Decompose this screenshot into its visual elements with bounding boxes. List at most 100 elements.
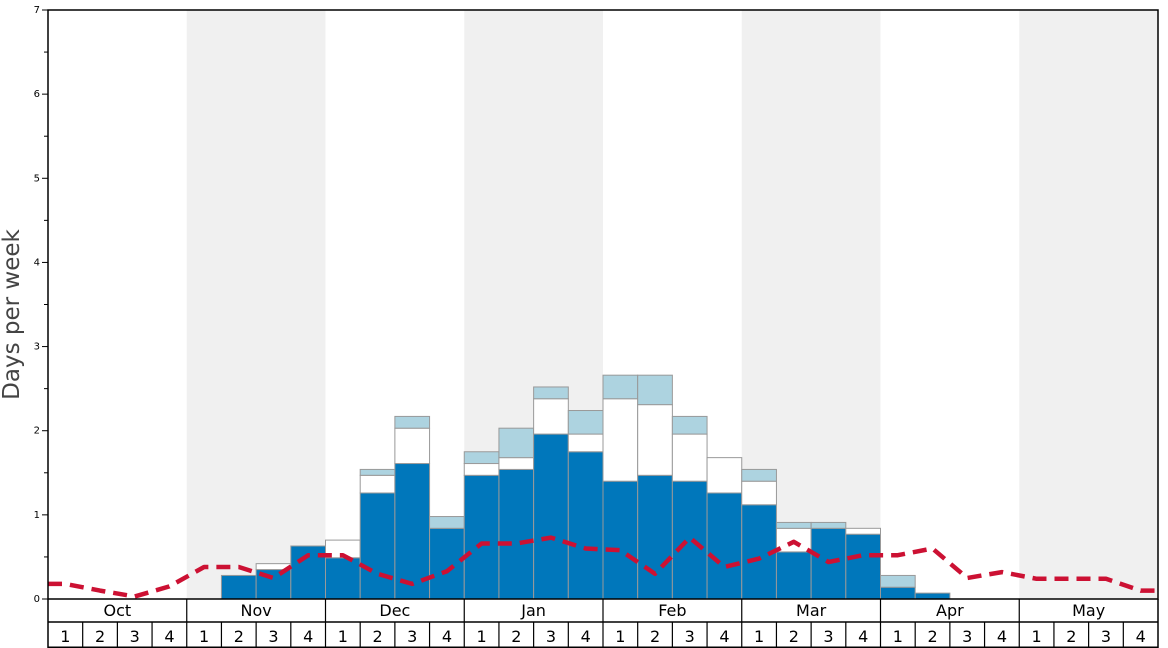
bar-segment — [533, 398, 569, 435]
week-label: 3 — [823, 627, 833, 646]
bar-segment — [359, 492, 396, 600]
bar-segment — [463, 463, 500, 476]
month-band — [880, 10, 1020, 599]
week-label: 3 — [268, 627, 278, 646]
bar-segment — [706, 457, 743, 494]
month-band — [48, 10, 187, 599]
week-label: 1 — [754, 627, 764, 646]
week-label: 3 — [407, 627, 417, 646]
week-label: 4 — [164, 627, 174, 646]
week-label: 2 — [789, 627, 799, 646]
bar-segment — [498, 468, 535, 600]
bar-segment — [498, 457, 535, 470]
bar-segment — [775, 551, 812, 600]
week-label: 3 — [130, 627, 140, 646]
bar-segment — [429, 516, 465, 529]
y-tick-label: 5 — [34, 173, 40, 184]
week-label: 4 — [1136, 627, 1146, 646]
bar-segment — [602, 398, 639, 482]
week-label: 1 — [338, 627, 348, 646]
bar-segment — [498, 427, 535, 459]
week-label: 2 — [95, 627, 105, 646]
bar-segment — [914, 592, 951, 600]
week-label: 1 — [60, 627, 70, 646]
y-tick-label: 2 — [34, 426, 40, 437]
bar-segment — [775, 521, 812, 529]
y-tick-label: 6 — [34, 89, 40, 100]
y-axis: 0 1 2 3 4 5 6 7 — [34, 5, 48, 605]
week-label: 1 — [477, 627, 487, 646]
bar-segment — [880, 586, 916, 600]
week-label: 2 — [511, 627, 521, 646]
month-label: Mar — [796, 601, 827, 620]
y-tick-label: 1 — [34, 510, 40, 521]
bar-segment — [359, 468, 396, 476]
week-label: 1 — [199, 627, 209, 646]
week-label: 4 — [997, 627, 1007, 646]
month-label: Dec — [379, 601, 410, 620]
bar-segment — [810, 521, 847, 529]
week-label: 2 — [372, 627, 382, 646]
bar-segment — [602, 374, 639, 400]
bar-segment — [637, 404, 673, 476]
bar-segment — [567, 433, 604, 453]
bar-segment — [671, 433, 708, 482]
month-band — [186, 10, 326, 599]
dashed-line-series — [48, 535, 1158, 599]
month-label: Feb — [658, 601, 686, 620]
bar-segment — [741, 480, 777, 506]
week-label: 3 — [1101, 627, 1111, 646]
bar-segment — [394, 415, 431, 429]
dashed-line — [48, 535, 1158, 599]
week-label: 1 — [893, 627, 903, 646]
bar-segment — [567, 410, 604, 435]
week-label: 1 — [615, 627, 625, 646]
bar-segment — [845, 527, 881, 535]
week-label: 4 — [581, 627, 591, 646]
y-tick-label: 3 — [34, 342, 40, 353]
bar-segment — [533, 433, 569, 600]
week-label: 2 — [1066, 627, 1076, 646]
bar-segment — [741, 468, 777, 482]
bar-segment — [429, 527, 465, 600]
week-label: 4 — [442, 627, 452, 646]
bar-segment — [637, 474, 673, 600]
month-label: Oct — [104, 601, 132, 620]
y-axis-label: Days per week — [0, 228, 25, 399]
bar-segment — [325, 557, 361, 600]
bar-segment — [845, 533, 881, 600]
bar-series — [220, 374, 951, 600]
bar-segment — [567, 451, 604, 600]
y-tick-label: 4 — [34, 257, 40, 268]
month-label: Nov — [241, 601, 272, 620]
y-tick-label: 0 — [34, 594, 40, 605]
x-axis: Oct 1 2 3 4 Nov 1 2 3 4 Dec 1 2 3 4 Jan 1 2 3 4 Feb 1 2 3 4 Mar 1 2… — [47, 599, 1159, 648]
bar-segment — [394, 427, 431, 465]
bar-segment — [880, 574, 916, 588]
month-label: Jan — [520, 601, 546, 620]
bar-segment — [463, 474, 500, 600]
bar-segment — [463, 451, 500, 465]
bar-segment — [533, 386, 569, 400]
bar-segment — [359, 474, 396, 494]
week-label: 4 — [858, 627, 868, 646]
week-label: 4 — [303, 627, 313, 646]
week-label: 1 — [1032, 627, 1042, 646]
week-label: 3 — [685, 627, 695, 646]
bar-segment — [602, 480, 639, 600]
month-band — [1019, 10, 1158, 599]
bar-segment — [671, 415, 708, 435]
bar-segment — [220, 574, 257, 600]
bar-segment — [637, 374, 673, 406]
y-tick-label: 7 — [34, 5, 40, 16]
week-label: 3 — [962, 627, 972, 646]
week-label: 2 — [650, 627, 660, 646]
month-label: Apr — [936, 601, 964, 620]
month-label: May — [1072, 601, 1105, 620]
bar-segment — [706, 492, 743, 600]
bar-segment — [671, 480, 708, 600]
week-label: 3 — [546, 627, 556, 646]
week-label: 4 — [719, 627, 729, 646]
